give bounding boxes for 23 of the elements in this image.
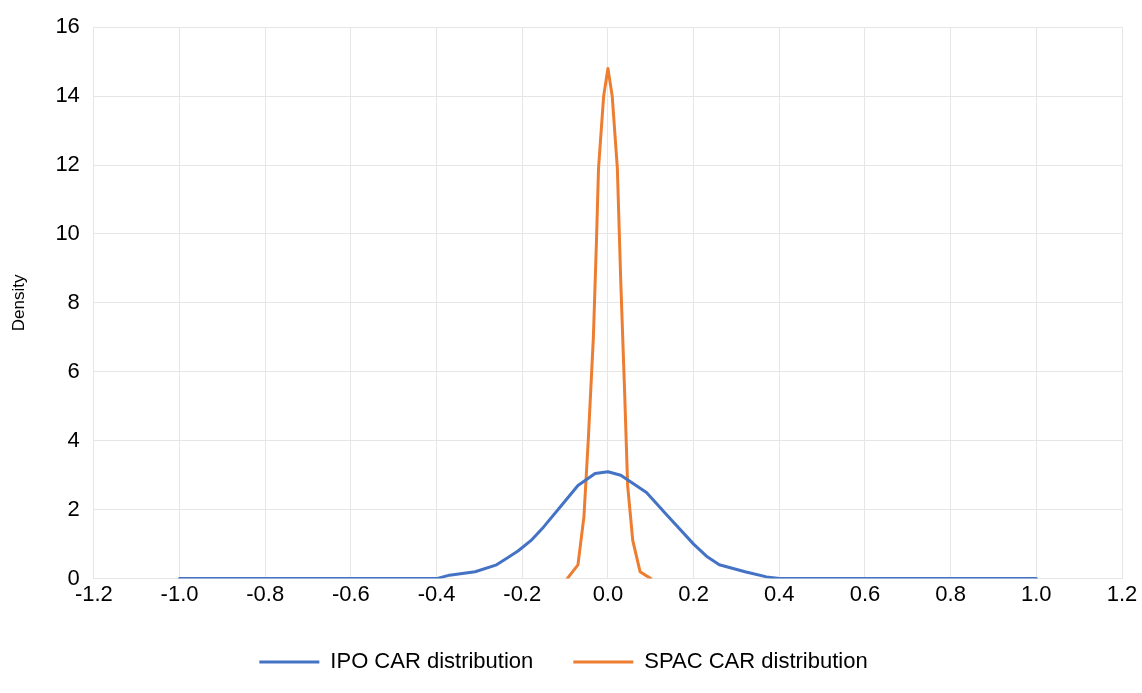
y-tick-label: 8 <box>67 288 80 314</box>
x-tick-label: -1.0 <box>160 580 199 606</box>
y-tick-label: 4 <box>67 426 80 452</box>
y-tick-label: 16 <box>55 13 80 39</box>
y-tick-label: 12 <box>55 151 80 177</box>
x-tick-label: 0.6 <box>849 580 881 606</box>
x-tick-label: 1.0 <box>1021 580 1052 606</box>
y-tick-label: 6 <box>67 357 80 383</box>
x-tick-label: 0.8 <box>935 580 966 606</box>
x-tick-label: 0.4 <box>763 580 795 606</box>
x-tick-label: -0.6 <box>331 580 370 606</box>
y-tick-label: 14 <box>55 82 80 108</box>
x-tick-label: 0.0 <box>592 580 624 606</box>
y-tick-label: 10 <box>55 220 80 246</box>
y-axis-title: Density <box>8 274 28 332</box>
x-tick-label: 0.2 <box>678 580 709 606</box>
x-tick-label: -0.4 <box>417 580 456 606</box>
x-tick-label: 1.2 <box>1106 580 1138 606</box>
y-tick-label: 2 <box>67 495 80 521</box>
legend-label: SPAC CAR distribution <box>644 648 868 674</box>
x-tick-label: -0.2 <box>503 580 542 606</box>
legend-label: IPO CAR distribution <box>330 648 534 674</box>
x-tick-label: -0.8 <box>246 580 285 606</box>
